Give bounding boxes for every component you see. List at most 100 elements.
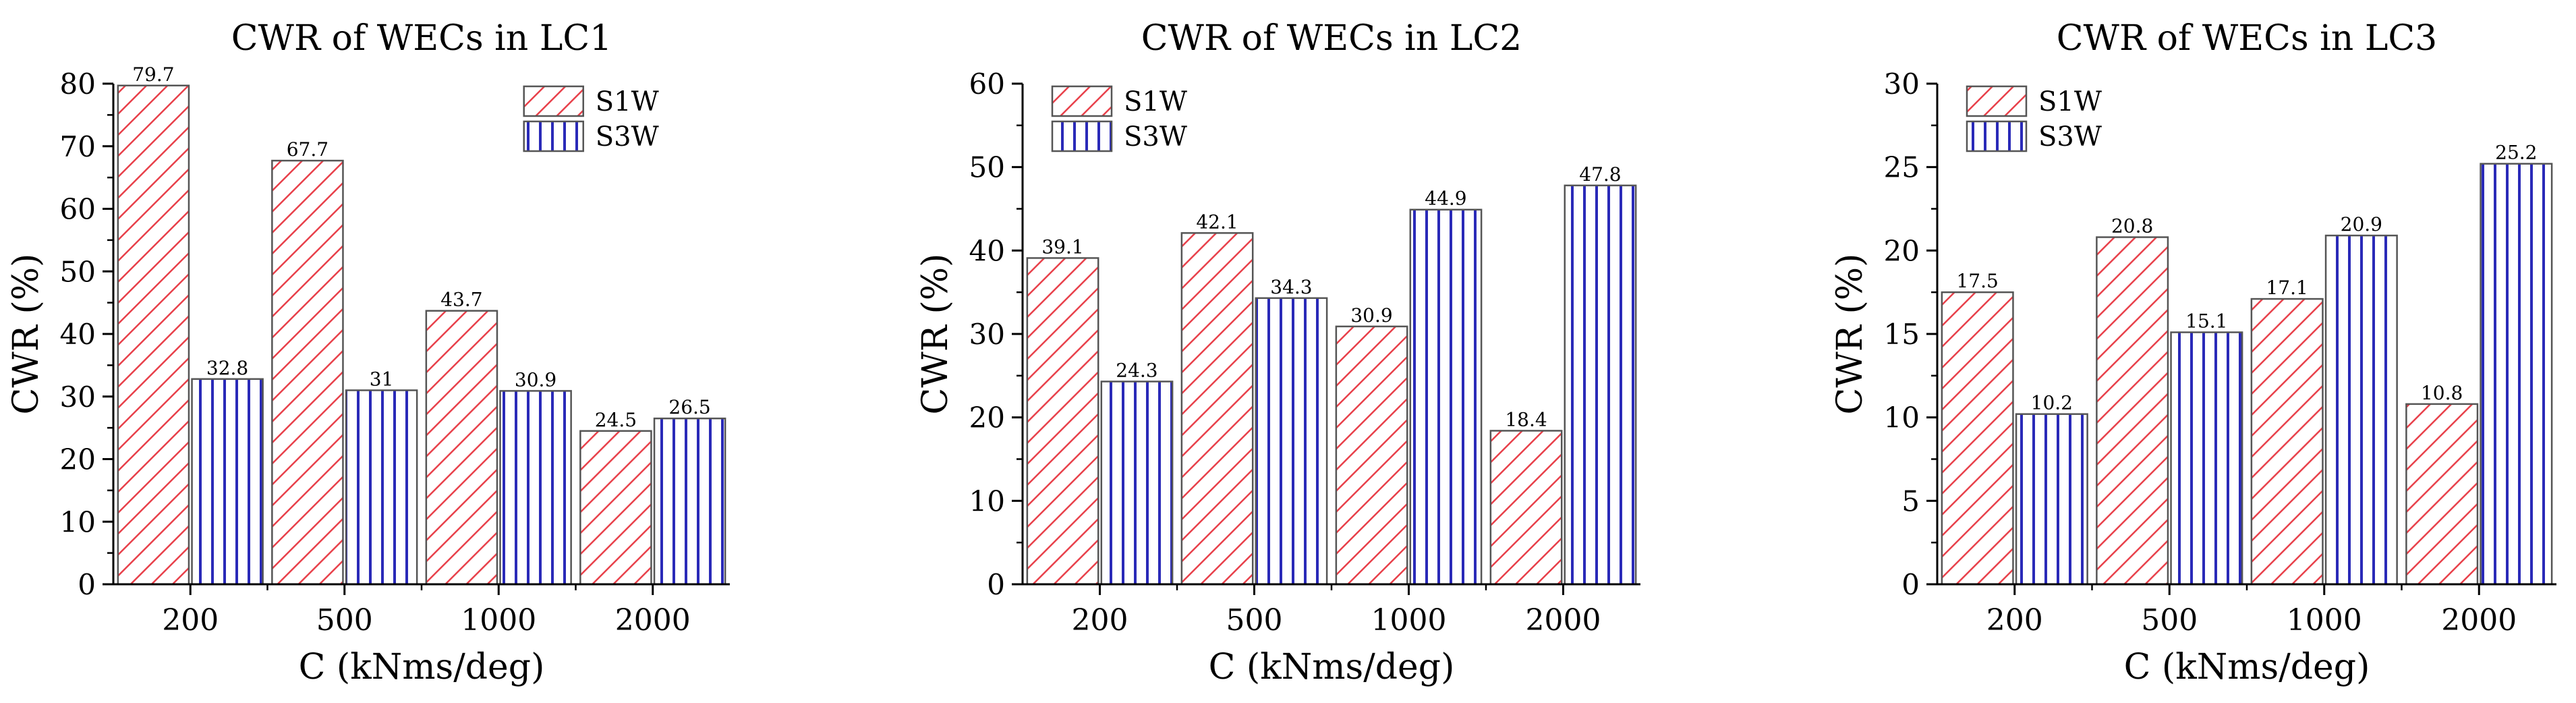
y-tick-label: 80: [60, 67, 96, 101]
x-tick-label: 500: [2141, 603, 2198, 638]
bar-s1w-200: [1941, 291, 2014, 586]
value-label: 42.1: [1196, 210, 1238, 233]
value-label: 31: [370, 368, 394, 390]
chart-title: CWR of WECs in LC2: [1141, 18, 1522, 59]
x-tick-label: 1000: [1371, 603, 1447, 638]
legend-label-s1w: S1W: [596, 86, 659, 117]
bar-s1w-1000: [1335, 325, 1408, 586]
y-tick-label: 20: [1884, 234, 1920, 267]
value-label: 10.2: [2031, 392, 2073, 414]
legend-label-s1w: S1W: [2038, 86, 2102, 117]
bar-s3w-2000: [1564, 184, 1637, 586]
x-tick-label: 200: [1986, 603, 2043, 638]
legend-swatch-s1w: [1051, 85, 1113, 117]
value-label: 39.1: [1041, 235, 1083, 258]
bar-s1w-2000: [1489, 430, 1563, 586]
y-tick-label: 10: [1884, 401, 1920, 434]
y-tick-label: 10: [60, 505, 96, 538]
y-tick-label: 20: [60, 443, 96, 476]
y-tick-label: 15: [1884, 318, 1920, 351]
bar-s3w-500: [2170, 331, 2243, 586]
value-label: 47.8: [1579, 163, 1621, 186]
y-tick-label: 70: [60, 130, 96, 163]
y-tick-label: 25: [1884, 151, 1920, 184]
y-tick-label: 30: [1884, 67, 1920, 101]
x-tick-label: 500: [316, 603, 373, 638]
bar-s1w-500: [1180, 232, 1254, 586]
bar-s1w-200: [1026, 257, 1099, 586]
bar-s1w-2000: [579, 430, 652, 586]
value-label: 44.9: [1425, 188, 1466, 210]
x-tick-label: 500: [1226, 603, 1283, 638]
y-tick-label: 60: [60, 193, 96, 226]
value-label: 24.5: [595, 409, 637, 431]
y-tick-label: 30: [969, 318, 1005, 351]
value-label: 24.3: [1116, 359, 1157, 381]
y-tick-label: 50: [60, 255, 96, 288]
y-tick-label: 40: [60, 318, 96, 351]
bar-s3w-1000: [499, 390, 572, 586]
value-label: 79.7: [132, 63, 174, 86]
bar-s3w-200: [2015, 413, 2088, 586]
chart-title: CWR of WECs in LC1: [231, 18, 612, 59]
legend-swatch-s1w: [1966, 85, 2028, 117]
y-tick-label: 40: [969, 234, 1005, 267]
bar-s3w-500: [345, 389, 418, 586]
legend-label-s3w: S3W: [2038, 121, 2102, 152]
legend-swatch-s3w: [523, 120, 584, 152]
value-label: 25.2: [2495, 142, 2537, 164]
y-tick-label: 0: [1901, 568, 1920, 601]
y-tick-label: 20: [969, 401, 1005, 434]
x-axis-title: C (kNms/deg): [1209, 647, 1455, 687]
value-label: 30.9: [1350, 304, 1392, 327]
legend-swatch-s3w: [1051, 120, 1113, 152]
bar-s1w-200: [117, 84, 190, 586]
bar-s1w-1000: [425, 310, 498, 586]
y-tick-label: 0: [987, 568, 1005, 601]
bar-s1w-1000: [2250, 298, 2324, 586]
y-tick-label: 5: [1901, 484, 1920, 517]
y-axis-title: CWR (%): [1830, 254, 1870, 415]
bar-s1w-500: [2096, 236, 2169, 586]
legend-label-s3w: S3W: [596, 121, 659, 152]
x-axis-title: C (kNms/deg): [2124, 647, 2370, 687]
x-tick-label: 200: [162, 603, 219, 638]
legend-swatch-s3w: [1966, 120, 2028, 152]
bar-s3w-500: [1255, 297, 1328, 586]
value-label: 32.8: [206, 357, 248, 379]
x-tick-label: 1000: [2287, 603, 2362, 638]
y-tick-label: 10: [969, 484, 1005, 517]
value-label: 10.8: [2421, 382, 2463, 404]
x-tick-label: 200: [1072, 603, 1128, 638]
value-label: 34.3: [1270, 276, 1312, 298]
bar-s3w-1000: [2324, 234, 2398, 586]
y-tick-label: 60: [969, 67, 1005, 101]
legend-label-s1w: S1W: [1124, 86, 1187, 117]
value-label: 20.9: [2341, 213, 2382, 235]
legend-swatch-s1w: [523, 85, 584, 117]
legend-label-s3w: S3W: [1124, 121, 1187, 152]
y-tick-label: 50: [969, 151, 1005, 184]
value-label: 43.7: [440, 289, 482, 311]
value-label: 18.4: [1505, 408, 1547, 430]
value-label: 17.1: [2266, 277, 2308, 299]
bar-s1w-500: [271, 159, 344, 586]
x-tick-label: 2000: [2441, 603, 2517, 638]
bar-s3w-200: [191, 378, 264, 586]
y-tick-label: 0: [78, 568, 96, 601]
y-axis-title: CWR (%): [6, 254, 47, 415]
bar-s1w-2000: [2405, 403, 2479, 586]
bar-s3w-1000: [1409, 208, 1483, 586]
value-label: 30.9: [515, 368, 556, 391]
y-tick-label: 30: [60, 381, 96, 414]
chart-title: CWR of WECs in LC3: [2057, 18, 2437, 59]
y-axis-title: CWR (%): [915, 254, 956, 415]
bar-s3w-2000: [2480, 163, 2553, 586]
x-tick-label: 2000: [615, 603, 691, 638]
bar-s3w-200: [1100, 381, 1174, 586]
value-label: 20.8: [2111, 215, 2153, 237]
value-label: 15.1: [2185, 310, 2227, 333]
x-axis-title: C (kNms/deg): [299, 647, 545, 687]
value-label: 26.5: [668, 396, 710, 418]
